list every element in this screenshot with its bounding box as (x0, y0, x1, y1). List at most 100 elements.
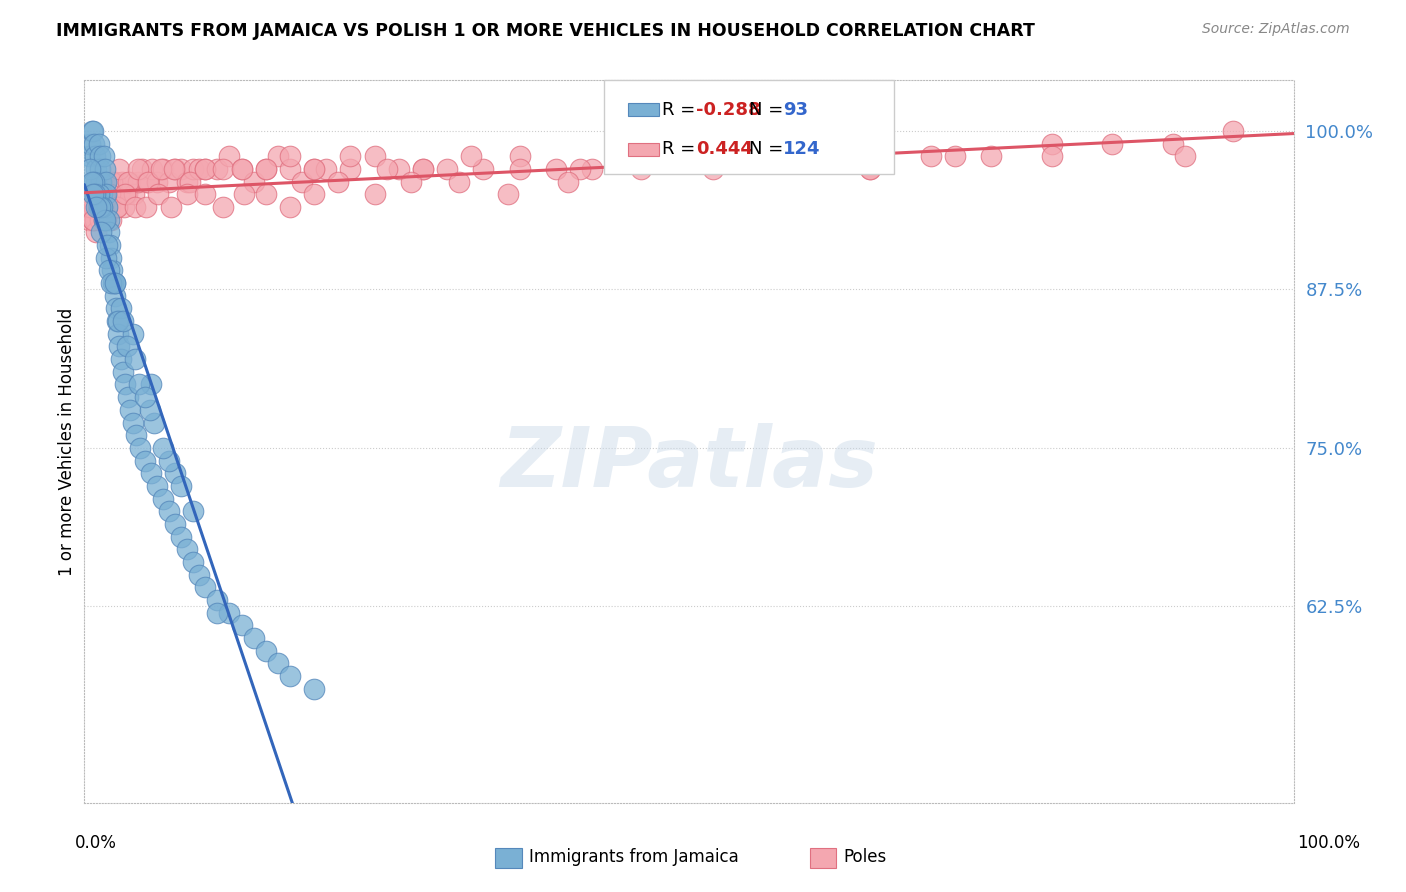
Point (93, 149, 115, 163)
Point (86, 200, 108, 214)
Point (104, 175, 127, 189)
Y-axis label: 1 or more Vehicles in Household: 1 or more Vehicles in Household (58, 308, 76, 575)
Point (176, 542, 198, 557)
Point (630, 149, 652, 163)
Point (86, 200, 108, 214)
Point (82, 124, 104, 138)
Point (194, 161, 217, 176)
Point (165, 161, 187, 176)
Point (157, 504, 180, 518)
Point (91, 200, 114, 214)
Point (152, 441, 174, 455)
Point (859, 161, 882, 176)
Point (87, 200, 110, 214)
Point (738, 149, 761, 163)
Point (96, 187, 118, 202)
Point (87, 187, 110, 202)
Point (131, 161, 153, 176)
Point (165, 516, 187, 531)
Point (188, 567, 211, 582)
Point (89, 149, 111, 163)
Point (96, 200, 118, 214)
Point (278, 161, 301, 176)
Point (89, 175, 111, 189)
Point (254, 161, 277, 176)
Point (110, 301, 132, 316)
Point (89, 212, 111, 227)
Point (278, 200, 301, 214)
Point (231, 161, 253, 176)
Point (412, 161, 434, 176)
Point (115, 339, 138, 353)
Point (89, 161, 111, 176)
Point (375, 161, 398, 176)
Point (79, 200, 101, 214)
Point (83, 136, 105, 151)
Point (943, 149, 966, 163)
Point (291, 175, 314, 189)
Point (84, 149, 107, 163)
Point (278, 149, 301, 163)
Point (122, 187, 145, 202)
Point (149, 161, 172, 176)
Point (91, 200, 114, 214)
Point (138, 402, 160, 417)
Point (83, 175, 105, 189)
Point (339, 161, 361, 176)
Point (93, 212, 115, 227)
Point (233, 187, 256, 202)
Point (544, 161, 567, 176)
Point (181, 161, 204, 176)
Point (194, 187, 217, 202)
Text: IMMIGRANTS FROM JAMAICA VS POLISH 1 OR MORE VEHICLES IN HOUSEHOLD CORRELATION CH: IMMIGRANTS FROM JAMAICA VS POLISH 1 OR M… (56, 22, 1035, 40)
Point (84, 187, 107, 202)
Point (98, 187, 121, 202)
Point (165, 467, 187, 481)
Point (129, 441, 152, 455)
Point (120, 402, 142, 417)
Point (89, 200, 111, 214)
Point (104, 276, 127, 290)
Point (108, 161, 131, 176)
Point (90, 200, 112, 214)
Point (254, 161, 277, 176)
Point (315, 161, 337, 176)
Text: Immigrants from Jamaica: Immigrants from Jamaica (529, 848, 740, 866)
Point (194, 161, 217, 176)
Point (84, 187, 107, 202)
Point (86, 187, 108, 202)
Point (82, 212, 104, 227)
Text: Source: ZipAtlas.com: Source: ZipAtlas.com (1202, 22, 1350, 37)
Point (120, 175, 142, 189)
Point (94, 251, 117, 265)
Point (328, 175, 350, 189)
Point (163, 161, 186, 176)
Text: R =: R = (662, 101, 702, 119)
Point (278, 669, 301, 683)
Text: ZIPatlas: ZIPatlas (501, 423, 877, 504)
Point (117, 175, 139, 189)
Point (101, 187, 124, 202)
Point (472, 161, 495, 176)
Point (799, 149, 821, 163)
Point (859, 161, 882, 176)
Point (138, 175, 160, 189)
Point (87, 187, 110, 202)
Point (112, 365, 135, 379)
FancyBboxPatch shape (628, 143, 659, 156)
Point (170, 479, 193, 493)
Point (449, 175, 471, 189)
Point (181, 504, 204, 518)
Point (363, 149, 385, 163)
Point (170, 161, 193, 176)
Point (1161, 136, 1184, 151)
Point (121, 326, 143, 341)
Point (1040, 149, 1063, 163)
Text: 0.0%: 0.0% (75, 834, 117, 852)
Point (267, 149, 290, 163)
Text: 93: 93 (783, 101, 808, 119)
Point (94, 187, 117, 202)
Point (128, 377, 150, 392)
Point (1222, 124, 1244, 138)
Point (436, 161, 458, 176)
